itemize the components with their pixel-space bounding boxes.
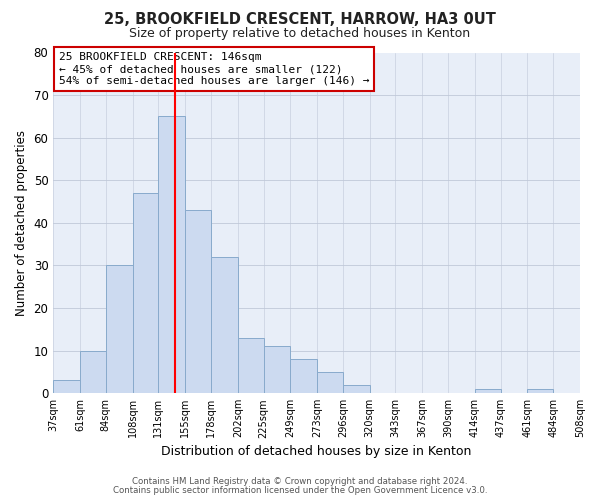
- Text: Size of property relative to detached houses in Kenton: Size of property relative to detached ho…: [130, 28, 470, 40]
- Bar: [290, 359, 317, 393]
- Bar: [211, 257, 238, 393]
- Text: 25, BROOKFIELD CRESCENT, HARROW, HA3 0UT: 25, BROOKFIELD CRESCENT, HARROW, HA3 0UT: [104, 12, 496, 28]
- Text: Contains HM Land Registry data © Crown copyright and database right 2024.: Contains HM Land Registry data © Crown c…: [132, 477, 468, 486]
- Bar: [106, 266, 133, 393]
- Bar: [53, 380, 80, 393]
- Bar: [133, 193, 158, 393]
- Bar: [238, 338, 263, 393]
- Bar: [343, 384, 370, 393]
- Text: Contains public sector information licensed under the Open Government Licence v3: Contains public sector information licen…: [113, 486, 487, 495]
- Bar: [158, 116, 185, 393]
- Bar: [475, 389, 500, 393]
- Text: 25 BROOKFIELD CRESCENT: 146sqm
← 45% of detached houses are smaller (122)
54% of: 25 BROOKFIELD CRESCENT: 146sqm ← 45% of …: [59, 52, 369, 86]
- Y-axis label: Number of detached properties: Number of detached properties: [15, 130, 28, 316]
- Bar: [527, 389, 553, 393]
- Bar: [317, 372, 343, 393]
- Bar: [263, 346, 290, 393]
- Bar: [185, 210, 211, 393]
- Bar: [80, 350, 106, 393]
- X-axis label: Distribution of detached houses by size in Kenton: Distribution of detached houses by size …: [161, 444, 472, 458]
